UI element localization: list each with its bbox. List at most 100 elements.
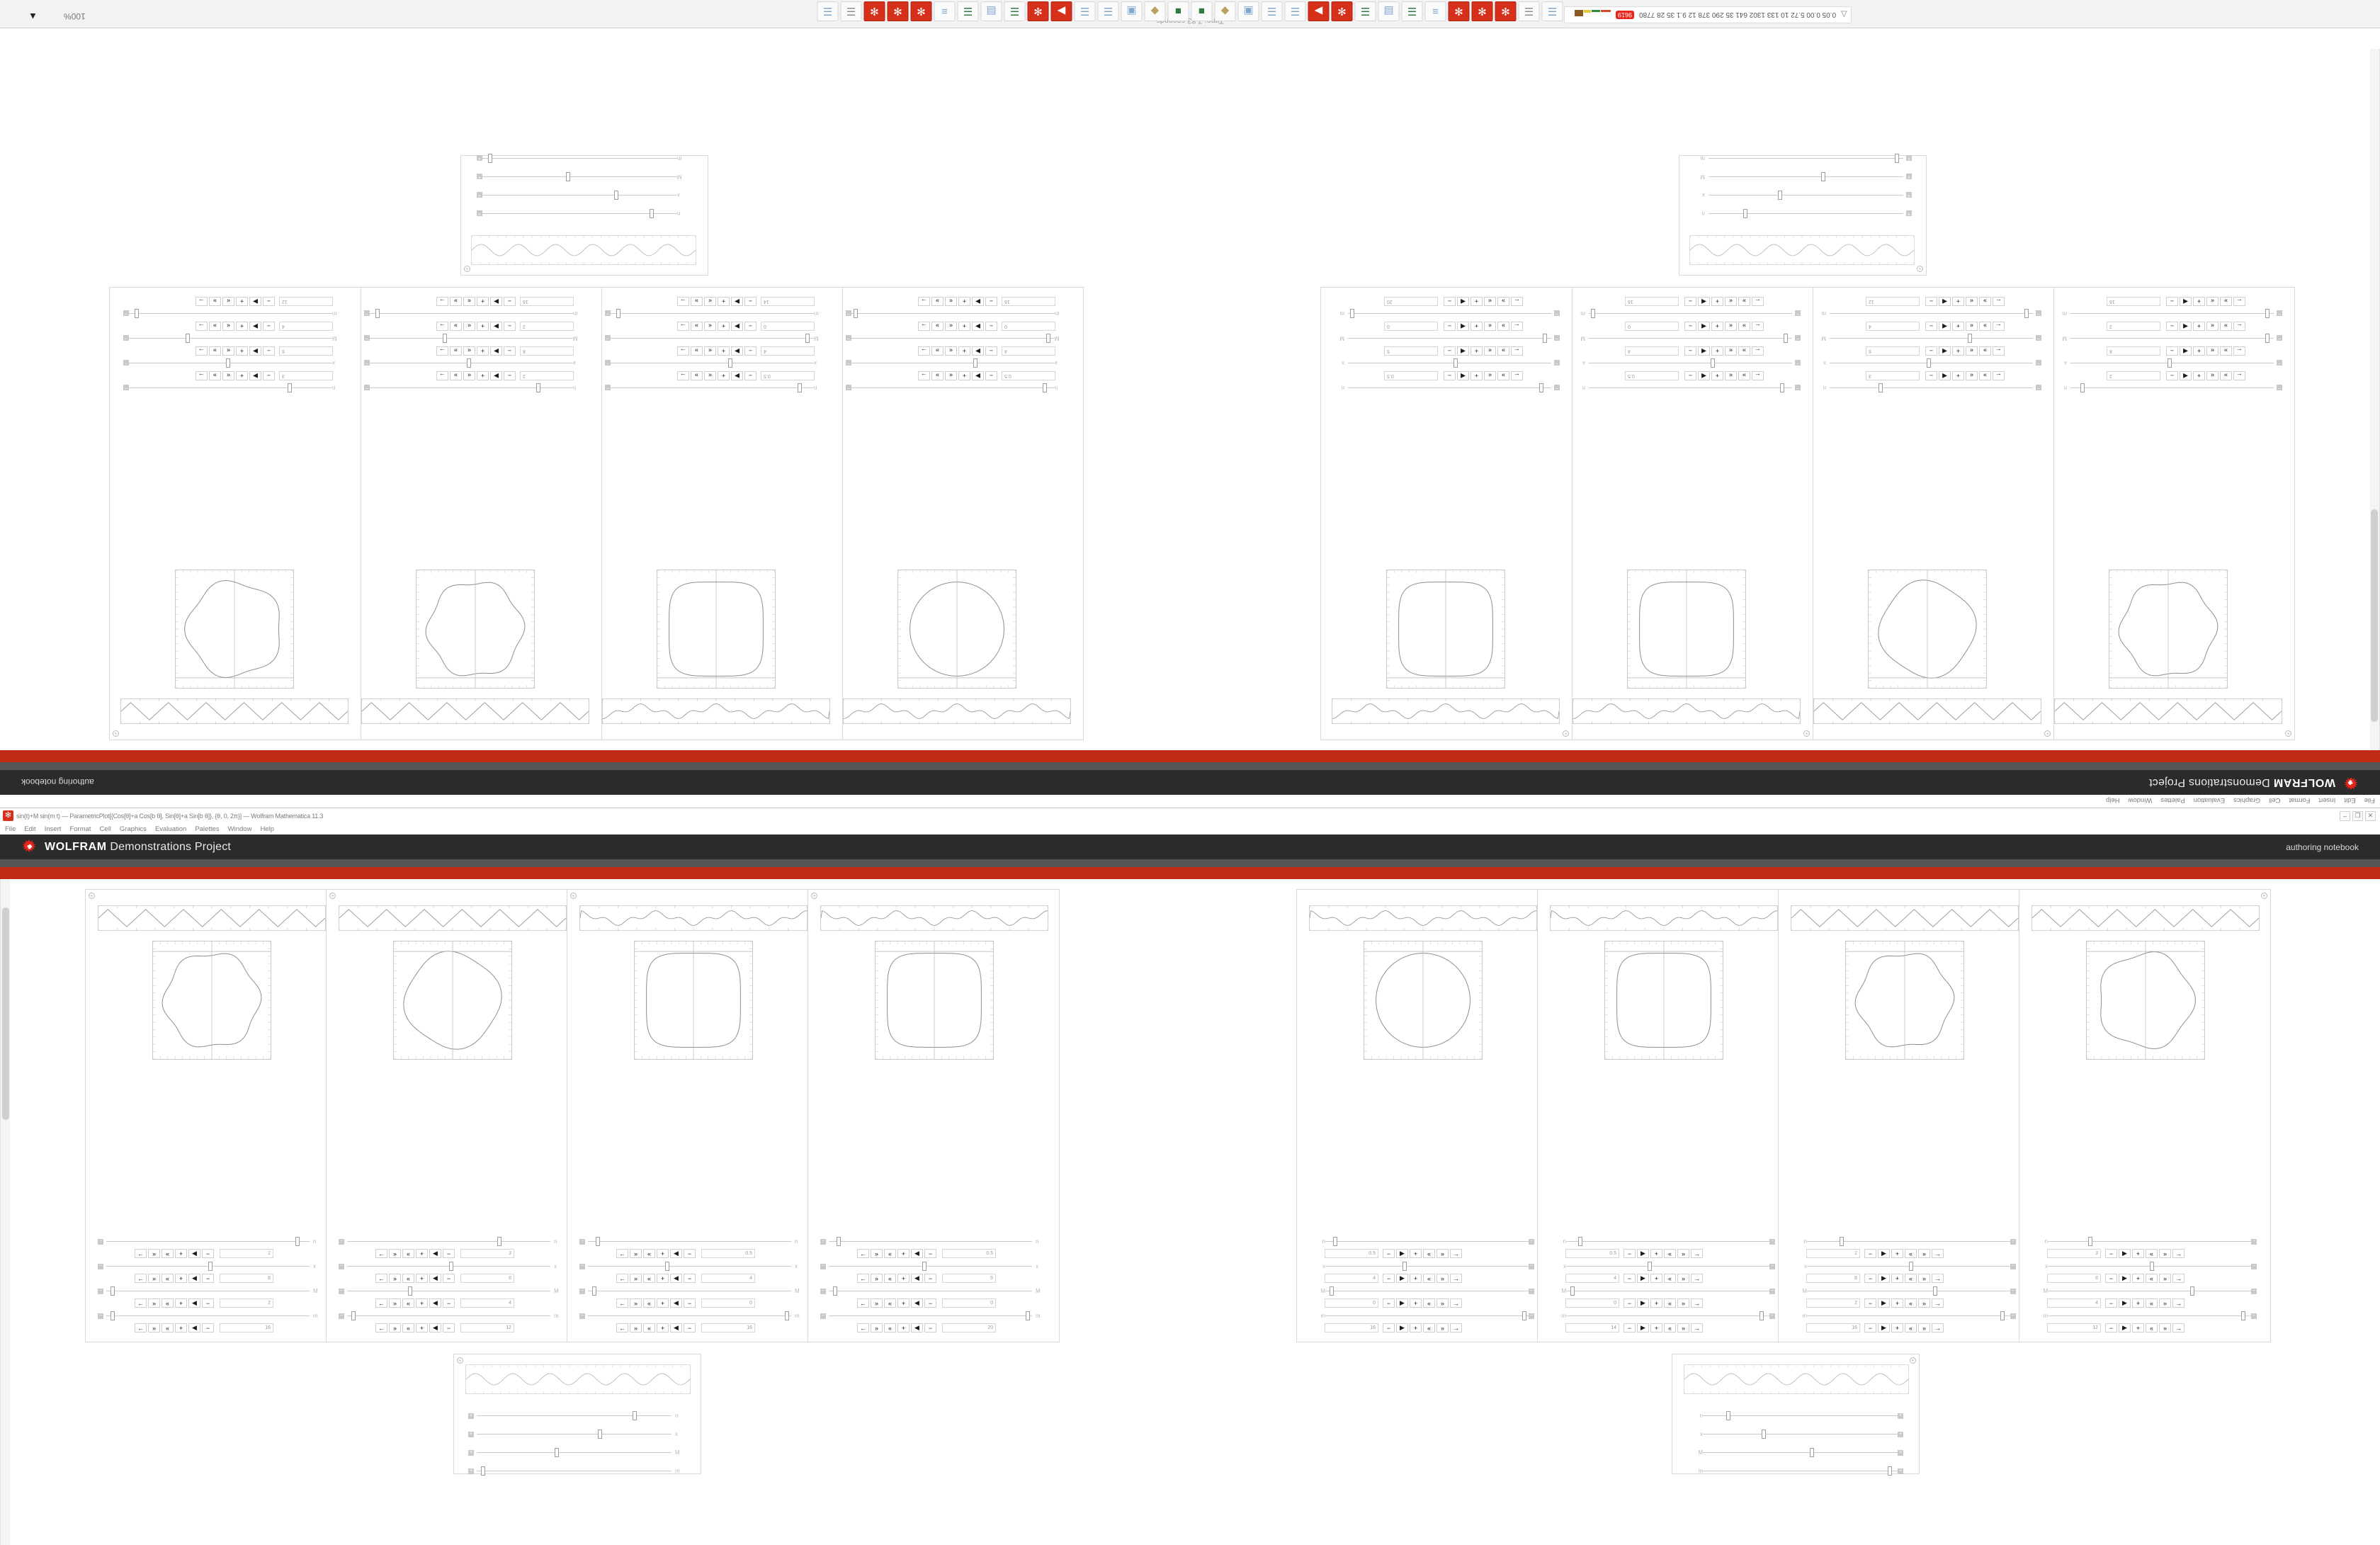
slider-thumb[interactable] <box>1333 1237 1338 1246</box>
slider-thumb[interactable] <box>2149 1262 2154 1271</box>
direction-button[interactable]: ◀ <box>188 1323 200 1332</box>
slider-thumb[interactable] <box>1453 358 1458 368</box>
mathematica-icon[interactable]: ✻ <box>1471 1 1493 21</box>
manipulate-control[interactable]: − M 2− ▶ + «» → <box>361 321 589 344</box>
mini-demonstration-panel[interactable]: + + n + x + M + m <box>1679 154 1927 276</box>
flame-icon[interactable]: ◆ <box>1144 1 1166 21</box>
mathematica-icon[interactable]: ✻ <box>1495 1 1517 21</box>
value-field[interactable]: 6 <box>460 1274 514 1283</box>
slider-thumb[interactable] <box>973 358 978 368</box>
slider-row[interactable]: − n <box>602 382 830 394</box>
value-field[interactable]: 4 <box>1325 1274 1378 1283</box>
manipulate-control[interactable]: − M 4− ▶ + «» → <box>2032 1285 2260 1308</box>
reset-button[interactable]: → <box>1932 1249 1944 1258</box>
reset-button[interactable]: ← <box>375 1249 387 1258</box>
reset-button[interactable]: ← <box>1752 346 1764 356</box>
slider-row[interactable]: − x <box>98 1260 326 1272</box>
manipulate-control[interactable]: − x ←» «+ ◀ −8 <box>98 1260 326 1284</box>
slider-row[interactable]: − m <box>361 307 589 319</box>
slider-track[interactable] <box>851 334 1055 343</box>
demonstration-panel[interactable]: + − n ←» «+ ◀ −3− x ←» «+ ◀ −6− M ←» «+ ◀ −4− m ←» «+ ◀ −12 <box>1802 287 2054 740</box>
step-back-button[interactable]: » <box>1436 1323 1449 1332</box>
slider-thumb[interactable] <box>616 309 621 318</box>
control-toggle-icon[interactable]: − <box>364 360 370 366</box>
play-button[interactable]: + <box>1470 346 1483 356</box>
value-field[interactable]: 0 <box>1384 322 1438 331</box>
play-button[interactable]: + <box>416 1274 428 1283</box>
increment-button[interactable]: + <box>2132 1298 2144 1308</box>
control-toggle-icon[interactable]: − <box>579 1238 585 1245</box>
slider-thumb[interactable] <box>2168 358 2172 368</box>
animation-button-row[interactable]: ←» «+ ◀ −0.5 <box>1572 370 1801 381</box>
control-toggle-icon[interactable]: + <box>1898 1468 1903 1474</box>
decrement-button[interactable]: − <box>504 346 516 356</box>
play-button[interactable]: + <box>1952 346 1964 356</box>
value-field[interactable]: 16 <box>1625 297 1679 306</box>
value-field[interactable]: 0 <box>1325 1298 1378 1308</box>
manipulate-control[interactable]: − m 12− ▶ + «» → <box>2032 1310 2260 1333</box>
slider-row[interactable]: − n <box>120 382 348 394</box>
control-toggle-icon[interactable]: − <box>364 385 370 391</box>
manipulate-control[interactable]: − n ←» «+ ◀ −2 <box>98 1235 326 1259</box>
control-toggle-icon[interactable]: + <box>1906 210 1912 217</box>
step-fwd-button[interactable]: « <box>1664 1298 1676 1308</box>
slider-thumb[interactable] <box>208 1262 212 1271</box>
decrement-button[interactable]: − <box>1864 1249 1876 1258</box>
control-toggle-icon[interactable]: − <box>1554 360 1560 366</box>
slider-track[interactable] <box>1348 334 1551 343</box>
decrement-button[interactable]: − <box>1383 1323 1395 1332</box>
play-button[interactable]: + <box>657 1274 669 1283</box>
slider-row[interactable]: + n <box>468 1410 688 1422</box>
slider-track[interactable] <box>1708 154 1903 163</box>
decrement-button[interactable]: − <box>202 1249 214 1258</box>
manipulate-control[interactable]: + n <box>474 208 693 220</box>
reset-button[interactable]: → <box>677 346 689 356</box>
step-fwd-button[interactable]: « <box>1725 346 1737 356</box>
panel-expand-icon[interactable]: + <box>2261 893 2267 899</box>
taskbar-icons-bottom[interactable]: ☰ ☰ ✻ ✻ ✻ ≡ ☰ ▤ ☰ ✻ ▶ ☰ ☰ ▣ ◆ ■ ■ ◆ ▣ ☰ ☰ ▶ ✻ ☰ ▤ ☰ ≡ ✻ ✻ ✻ ☰ ☰ <box>817 1 1563 21</box>
slider-row[interactable]: − x <box>579 1260 808 1272</box>
slider-thumb[interactable] <box>2240 1311 2245 1320</box>
value-field[interactable]: 0 <box>942 1298 996 1308</box>
direction-button[interactable]: ◀ <box>188 1298 200 1308</box>
animation-button-row[interactable]: ←» «+ ◀ −0 <box>579 1298 808 1308</box>
increment-button[interactable]: + <box>2132 1249 2144 1258</box>
step-back-button[interactable]: » <box>1918 1274 1930 1283</box>
step-fwd-button[interactable]: « <box>2206 297 2218 306</box>
control-toggle-icon[interactable]: − <box>2010 1238 2016 1245</box>
step-fwd-button[interactable]: « <box>1664 1249 1676 1258</box>
value-field[interactable]: 20 <box>942 1323 996 1332</box>
animation-button-row[interactable]: 12− ▶ + «» → <box>120 296 348 307</box>
step-back-button[interactable]: » <box>450 322 462 331</box>
value-field[interactable]: 3 <box>1866 371 1920 380</box>
play-button[interactable]: + <box>1470 371 1483 380</box>
value-field[interactable]: 2 <box>2107 322 2160 331</box>
slider-track[interactable] <box>129 309 332 318</box>
step-back-button[interactable]: » <box>630 1323 642 1332</box>
animation-button-row[interactable]: ←» «+ ◀ −5 <box>820 1273 1048 1284</box>
manipulate-control[interactable]: − x ←» «+ ◀ −6 <box>339 1260 567 1284</box>
slider-row[interactable]: + x <box>468 1428 688 1440</box>
slider-thumb[interactable] <box>1522 1311 1527 1320</box>
animation-button-row[interactable]: ←» «+ ◀ −2 <box>98 1248 326 1259</box>
reset-button[interactable]: ← <box>616 1274 628 1283</box>
play-button[interactable]: ▶ <box>490 371 502 380</box>
mathematica-window-secondary[interactable]: ✻ sin(t)+M sin(m t) — ParametricPlot[{Co… <box>0 808 2380 1545</box>
slider-row[interactable]: − n <box>1813 382 2041 394</box>
menu-item-graphics[interactable]: Graphics <box>119 825 147 833</box>
play-button[interactable]: + <box>1711 322 1723 331</box>
step-fwd-button[interactable]: « <box>402 1249 414 1258</box>
animation-button-row[interactable]: 0− ▶ + «» → <box>1309 1298 1537 1308</box>
step-back-button[interactable]: » <box>148 1274 160 1283</box>
step-back-button[interactable]: » <box>1918 1249 1930 1258</box>
notebook-canvas-secondary[interactable]: + − n ←» «+ ◀ −2− x ←» «+ ◀ −8− M ←» «+ ◀ −2− m ←» «+ ◀ −16 + −… <box>0 879 2380 1545</box>
value-field[interactable]: 12 <box>1866 297 1920 306</box>
decrement-button[interactable]: − <box>1684 346 1696 356</box>
control-toggle-icon[interactable]: − <box>339 1288 344 1294</box>
slider-thumb[interactable] <box>1888 1466 1893 1476</box>
animation-button-row[interactable]: ←» «+ ◀ −16 <box>2054 296 2282 307</box>
reset-button[interactable]: → <box>677 371 689 380</box>
play-button[interactable]: + <box>2193 322 2205 331</box>
value-field[interactable]: 2 <box>220 1298 273 1308</box>
decrement-button[interactable]: − <box>1925 346 1937 356</box>
